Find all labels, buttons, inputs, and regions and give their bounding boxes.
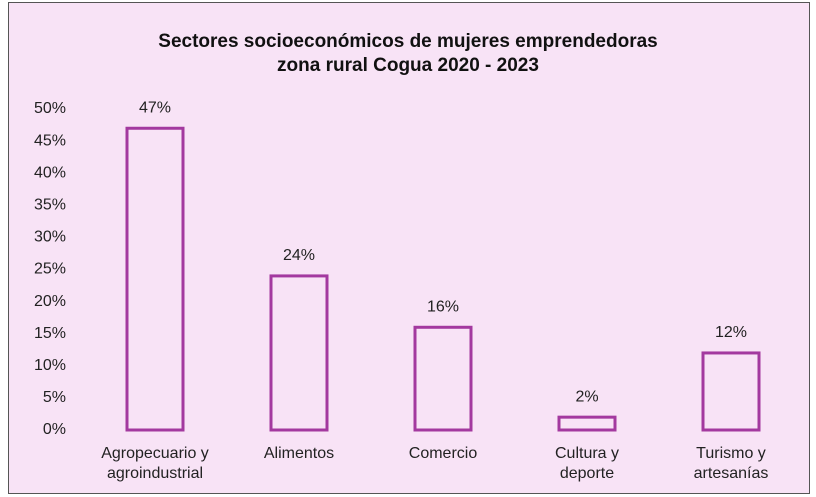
chart-title: Sectores socioeconómicos de mujeres empr…: [158, 31, 658, 76]
data-label: 12%: [715, 324, 747, 341]
chart-frame: [8, 2, 810, 494]
y-tick-label: 45%: [34, 132, 66, 149]
data-label: 2%: [575, 388, 598, 405]
y-tick-label: 20%: [34, 293, 66, 310]
bar: [701, 351, 761, 432]
y-tick-label: 10%: [34, 357, 66, 374]
y-tick-label: 30%: [34, 229, 66, 246]
data-label: 24%: [283, 247, 315, 264]
y-tick-label: 15%: [34, 325, 66, 342]
y-tick-label: 0%: [43, 421, 66, 438]
y-tick-label: 50%: [34, 100, 66, 117]
bar: [413, 325, 473, 432]
x-tick-label: Turismo y artesanías: [693, 445, 769, 482]
x-tick-label: Comercio: [408, 445, 478, 462]
bar: [269, 274, 329, 432]
data-label: 47%: [139, 99, 171, 116]
y-tick-label: 25%: [34, 261, 66, 278]
x-tick-label: Alimentos: [263, 445, 335, 462]
y-tick-label: 40%: [34, 164, 66, 181]
bar: [125, 126, 185, 432]
bar: [557, 415, 617, 432]
data-label: 16%: [427, 298, 459, 315]
x-tick-label: Cultura y deporte: [554, 445, 620, 482]
x-tick-label: Agropecuario y agroindustrial: [101, 445, 209, 482]
y-tick-label: 35%: [34, 197, 66, 214]
y-tick-label: 5%: [43, 389, 66, 406]
